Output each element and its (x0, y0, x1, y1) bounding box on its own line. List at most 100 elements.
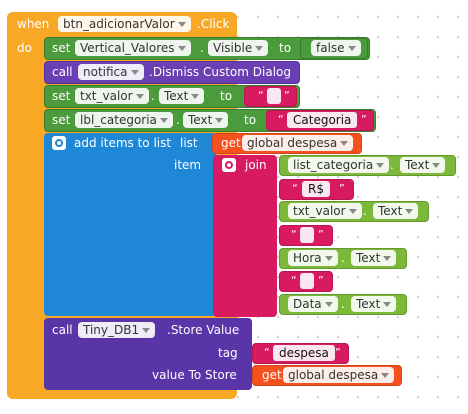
property-dropdown[interactable]: Text (159, 88, 205, 104)
chevron-down-icon (376, 163, 385, 168)
component-dropdown[interactable]: lbl_categoria (75, 112, 173, 128)
close-quote: ” (318, 228, 324, 241)
chevron-down-icon (142, 328, 151, 333)
event-name-label: .Click (197, 17, 230, 31)
dot-label: . (341, 297, 345, 311)
chevron-down-icon (255, 46, 264, 51)
property-dropdown[interactable]: Visible (208, 40, 269, 56)
chevron-down-icon (191, 94, 200, 99)
property-dropdown[interactable]: Text (351, 296, 397, 312)
property-name: Text (356, 251, 381, 265)
tag-value[interactable]: despesa (273, 345, 335, 361)
to-label: to (244, 113, 257, 127)
property-dropdown[interactable]: Text (400, 157, 446, 173)
component-name: lbl_categoria (80, 113, 157, 127)
component-dropdown[interactable]: Tiny_DB1 (78, 322, 156, 338)
get-label: get (221, 136, 241, 150)
chevron-down-icon (215, 118, 224, 123)
chevron-down-icon (348, 209, 357, 214)
property-dropdown[interactable]: Text (183, 112, 229, 128)
chevron-down-icon (324, 256, 333, 261)
property-name: Visible (213, 41, 253, 55)
close-quote: ” (284, 89, 290, 102)
open-quote: “ (278, 113, 284, 126)
open-quote: “ (291, 228, 297, 241)
dot-label: . (390, 158, 394, 172)
join-block[interactable] (213, 155, 277, 317)
text-value[interactable] (300, 273, 314, 289)
list-label: list (180, 136, 198, 150)
component-dropdown[interactable]: notifica (78, 64, 144, 80)
text-value[interactable] (267, 88, 281, 104)
component-dropdown[interactable]: Data (288, 296, 338, 312)
open-quote: “ (258, 89, 264, 102)
join-label: join (245, 158, 267, 172)
chevron-down-icon (432, 163, 441, 168)
open-quote: “ (292, 182, 298, 195)
set-label: set (52, 41, 71, 55)
component-dropdown[interactable]: txt_valor (75, 88, 149, 104)
tag-label: tag (218, 346, 238, 360)
add-items-label: add items to list (74, 136, 172, 150)
gear-icon[interactable] (52, 136, 66, 150)
chevron-down-icon (135, 94, 144, 99)
variable-dropdown[interactable]: global despesa (283, 367, 395, 383)
property-name: Text (405, 158, 430, 172)
component-name: Data (293, 297, 322, 311)
chevron-down-icon (177, 46, 186, 51)
call-label: call (52, 65, 73, 79)
component-name: Hora (293, 251, 322, 265)
property-name: Text (378, 204, 403, 218)
chevron-down-icon (340, 141, 349, 146)
close-quote: ” (318, 274, 324, 287)
component-dropdown[interactable]: Hora (288, 250, 338, 266)
component-dropdown[interactable]: txt_valor (288, 203, 362, 219)
event-block-spine (7, 12, 37, 399)
close-quote: ” (335, 346, 341, 359)
component-name: txt_valor (80, 89, 133, 103)
set-label: set (52, 89, 71, 103)
chevron-down-icon (383, 302, 392, 307)
add-items-block[interactable] (44, 133, 216, 316)
boolean-dropdown[interactable]: false (311, 40, 361, 56)
chevron-down-icon (324, 302, 333, 307)
event-component-dropdown[interactable]: btn_adicionarValor (58, 16, 191, 32)
dot-label: . (151, 89, 155, 103)
property-name: Text (356, 297, 381, 311)
to-label: to (220, 89, 233, 103)
do-label: do (17, 41, 32, 55)
chevron-down-icon (383, 256, 392, 261)
property-name: Text (188, 113, 213, 127)
component-name: Tiny_DB1 (83, 323, 140, 337)
variable-name: global despesa (288, 368, 379, 382)
dot-label: . (176, 113, 180, 127)
dot-label: . (200, 41, 204, 55)
open-quote: “ (291, 274, 297, 287)
property-dropdown[interactable]: Text (351, 250, 397, 266)
component-name: txt_valor (293, 204, 346, 218)
variable-name: global despesa (247, 136, 338, 150)
item-label: item (174, 158, 202, 172)
text-value[interactable]: R$ (302, 181, 330, 197)
chevron-down-icon (177, 22, 186, 27)
component-dropdown[interactable]: list_categoria (288, 157, 390, 173)
component-name: list_categoria (293, 158, 374, 172)
to-label: to (279, 41, 292, 55)
method-label: .Dismiss Custom Dialog (149, 65, 291, 79)
gear-icon[interactable] (222, 158, 236, 172)
method-label: .Store Value (167, 323, 240, 337)
text-value[interactable] (300, 227, 314, 243)
when-label: when (17, 17, 50, 31)
value-to-store-label: value To Store (152, 368, 237, 382)
open-quote: “ (264, 346, 270, 359)
call-label: call (52, 323, 73, 337)
boolean-value: false (316, 41, 345, 55)
property-dropdown[interactable]: Text (373, 203, 419, 219)
text-value[interactable]: Categoria (287, 112, 358, 128)
get-label: get (262, 368, 282, 382)
event-component-name: btn_adicionarValor (63, 17, 175, 31)
component-dropdown[interactable]: Vertical_Valores (75, 40, 191, 56)
variable-dropdown[interactable]: global despesa (242, 135, 354, 151)
dot-label: . (363, 204, 367, 218)
component-name: Vertical_Valores (80, 41, 175, 55)
